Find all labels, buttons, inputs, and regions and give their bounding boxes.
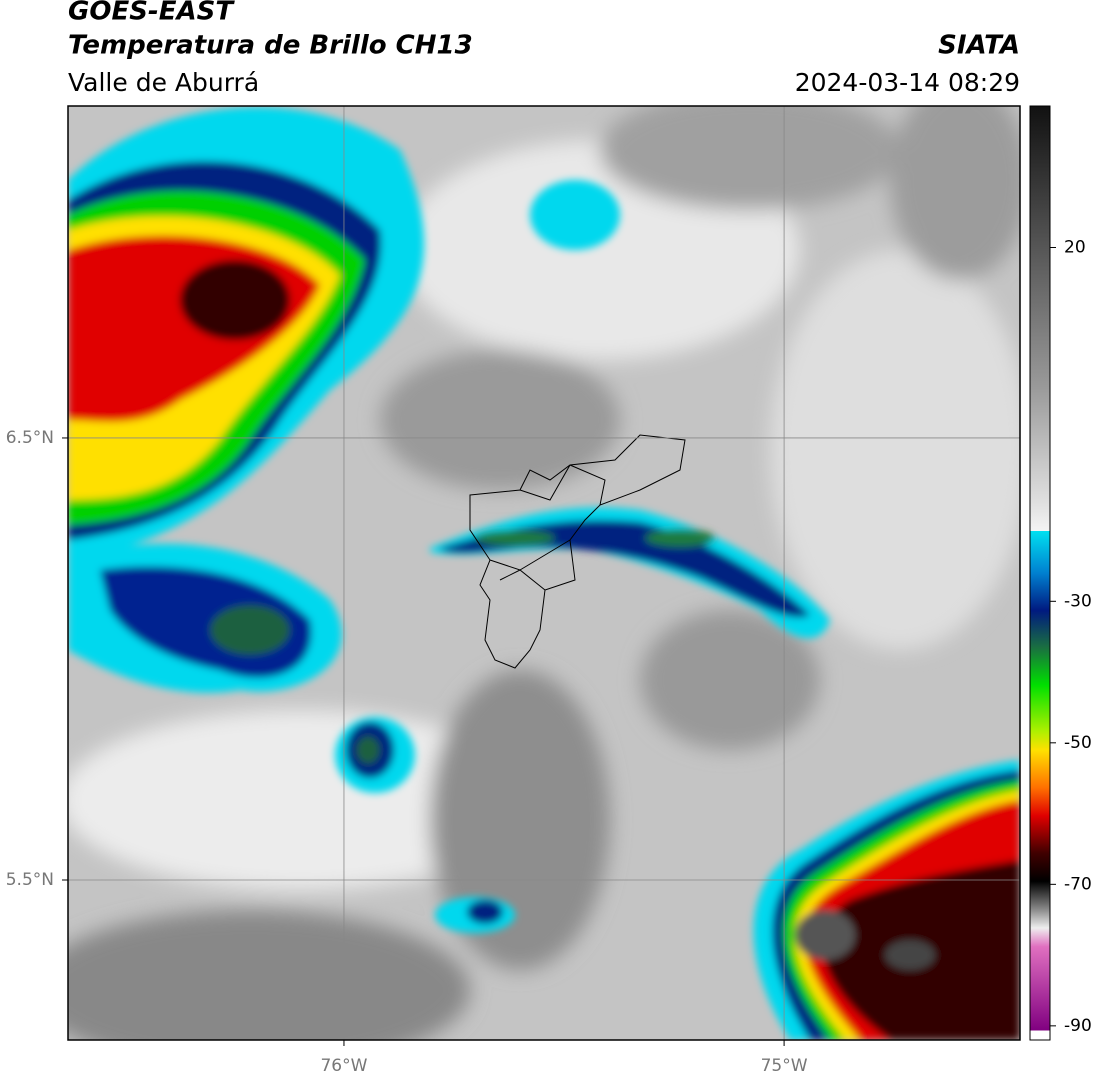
colorbar-tick-label: -90 — [1064, 1016, 1092, 1036]
y-tick-label: 6.5°N — [6, 428, 54, 448]
y-tick-label: 5.5°N — [6, 870, 54, 890]
municipal-boundaries — [469, 434, 686, 669]
colorbar — [1029, 105, 1051, 1041]
colorbar-tick-label: -30 — [1064, 591, 1092, 611]
x-tick-label: 76°W — [320, 1056, 367, 1076]
subtitle: Temperatura de Brillo CH13 — [68, 31, 473, 61]
satellite-image — [68, 106, 1020, 1040]
title: GOES-EAST — [68, 0, 235, 27]
x-tick-label: 75°W — [761, 1056, 808, 1076]
map-frame — [67, 105, 1021, 1041]
datetime: 2024-03-14 08:29 — [795, 68, 1020, 97]
region: Valle de Aburrá — [68, 68, 259, 97]
colorbar-tick-label: 20 — [1064, 238, 1086, 258]
colorbar-tick-label: -50 — [1064, 733, 1092, 753]
source: SIATA — [938, 31, 1020, 61]
colorbar-tick-label: -70 — [1064, 874, 1092, 894]
